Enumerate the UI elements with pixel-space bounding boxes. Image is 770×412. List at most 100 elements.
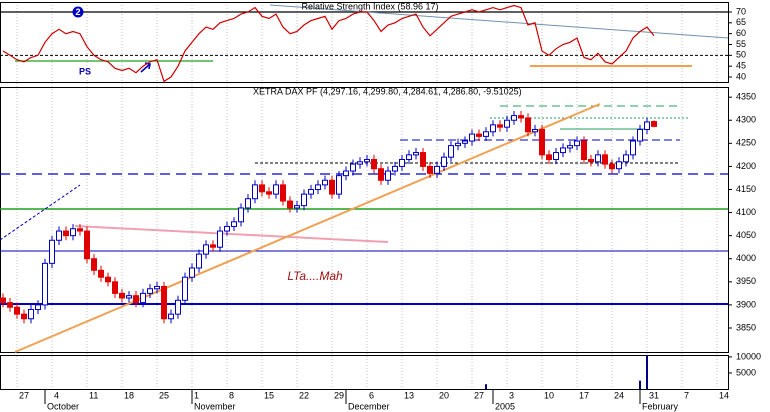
resistance-line bbox=[74, 225, 389, 243]
annotation: 2 bbox=[75, 7, 80, 17]
candle-body bbox=[553, 152, 560, 160]
candle-body bbox=[273, 184, 280, 195]
month-label: 2005 bbox=[495, 401, 515, 411]
x-tick-label: 27 bbox=[19, 390, 29, 400]
volume-bar bbox=[646, 355, 649, 389]
annotation: PS bbox=[79, 66, 91, 76]
candle-body bbox=[203, 244, 210, 255]
candle-body bbox=[196, 253, 203, 269]
x-tick-label: 7 bbox=[684, 390, 689, 400]
candle-body bbox=[322, 179, 329, 186]
rsi-frame bbox=[0, 2, 729, 83]
candle-body bbox=[119, 292, 126, 299]
y-tick-label: 4200 bbox=[736, 161, 756, 171]
y-tick-label: 45 bbox=[736, 61, 746, 71]
candle-body bbox=[413, 152, 420, 156]
candle-body bbox=[441, 156, 448, 167]
y-tick-label: 10000 bbox=[736, 351, 761, 361]
candle-body bbox=[112, 281, 119, 294]
candle-body bbox=[140, 292, 147, 304]
x-tick-label: 10 bbox=[544, 390, 554, 400]
rsi-title: Relative Strength Index (58.96 17) bbox=[301, 1, 438, 11]
candle-body bbox=[217, 230, 224, 248]
candle-body bbox=[609, 163, 616, 170]
candle-body bbox=[308, 188, 315, 195]
candle-body bbox=[49, 239, 56, 264]
y-tick-label: 3950 bbox=[736, 276, 756, 286]
candle-body bbox=[546, 154, 553, 160]
y-tick-label: 3900 bbox=[736, 299, 756, 309]
candle-body bbox=[105, 276, 112, 283]
trendline bbox=[14, 103, 601, 353]
candle-body bbox=[637, 128, 644, 142]
candle-body bbox=[357, 161, 364, 165]
annotation-badge bbox=[72, 6, 84, 18]
candle-body bbox=[469, 133, 476, 142]
candle-body bbox=[252, 184, 259, 200]
candle-body bbox=[14, 306, 21, 315]
y-tick-label: 4050 bbox=[736, 230, 756, 240]
candle-body bbox=[378, 168, 385, 181]
x-tick-label: 17 bbox=[579, 390, 589, 400]
x-tick-label: 31 bbox=[649, 390, 659, 400]
candle-body bbox=[259, 184, 266, 193]
candle-body bbox=[126, 295, 133, 299]
candle-body bbox=[602, 154, 609, 165]
candle-body bbox=[350, 163, 357, 172]
candle-body bbox=[406, 154, 413, 160]
x-tick-label: 11 bbox=[89, 390, 98, 400]
candle-body bbox=[651, 121, 658, 127]
month-label: December bbox=[348, 401, 390, 411]
candle-body bbox=[301, 193, 308, 207]
candle-body bbox=[21, 313, 28, 320]
month-label: November bbox=[194, 401, 236, 411]
y-tick-label: 4000 bbox=[736, 253, 756, 263]
month-label: February bbox=[642, 401, 679, 411]
candle-body bbox=[623, 154, 630, 163]
candle-body bbox=[224, 225, 231, 232]
y-tick-label: 4350 bbox=[736, 92, 756, 102]
x-tick-label: 1 bbox=[194, 390, 199, 400]
candle-body bbox=[574, 140, 581, 147]
candle-body bbox=[287, 200, 294, 209]
marks bbox=[0, 4, 658, 389]
candle-body bbox=[182, 276, 189, 301]
x-tick-label: 27 bbox=[474, 390, 484, 400]
volume-bar bbox=[485, 384, 488, 389]
candle-body bbox=[7, 302, 14, 308]
candle-body bbox=[84, 230, 91, 260]
candle-body bbox=[315, 184, 322, 190]
candle-body bbox=[644, 121, 651, 130]
candle-body bbox=[70, 228, 77, 237]
candle-body bbox=[189, 267, 196, 278]
y-tick-label: 40 bbox=[736, 71, 746, 81]
price-title: XETRA DAX PF (4,297.16, 4,299.80, 4,284.… bbox=[253, 86, 522, 96]
rsi-line bbox=[2, 4, 655, 83]
y-tick-label: 70 bbox=[736, 6, 746, 16]
candle-body bbox=[133, 295, 140, 304]
candle-body bbox=[35, 304, 42, 311]
y-tick-label: 50 bbox=[736, 50, 746, 60]
candle-body bbox=[371, 158, 378, 170]
candle-body bbox=[560, 147, 567, 154]
candle-body bbox=[245, 198, 252, 209]
candle-body bbox=[294, 205, 301, 209]
y-tick-label: 4300 bbox=[736, 115, 756, 125]
candle-body bbox=[581, 140, 588, 160]
candle-body bbox=[280, 184, 287, 202]
candle-body bbox=[448, 145, 455, 158]
candle-body bbox=[0, 297, 7, 304]
candle-body bbox=[539, 128, 546, 156]
annotation: LTa....Mah bbox=[287, 269, 343, 283]
candle-body bbox=[525, 117, 532, 133]
x-tick-label: 29 bbox=[334, 390, 344, 400]
x-tick-label: 3 bbox=[509, 390, 514, 400]
candle-body bbox=[385, 170, 392, 181]
x-tick-label: 25 bbox=[159, 390, 169, 400]
candle-body bbox=[434, 165, 441, 174]
candle-body bbox=[56, 230, 63, 241]
candle-body bbox=[595, 154, 602, 163]
candle-body bbox=[504, 119, 511, 128]
candle-body bbox=[168, 313, 175, 320]
